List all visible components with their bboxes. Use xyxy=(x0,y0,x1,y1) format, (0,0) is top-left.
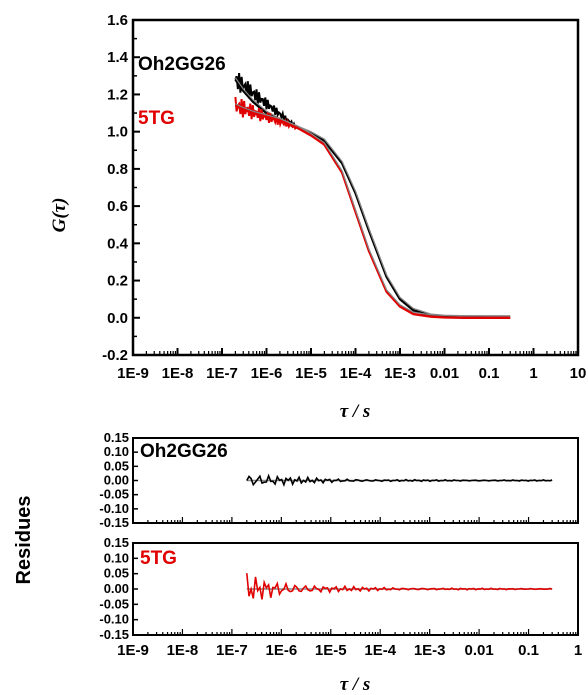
residual-x-tick-label: 1E-4 xyxy=(364,642,396,659)
residual-y-tick-label: 0.05 xyxy=(104,566,129,581)
main-series-line xyxy=(234,104,511,319)
main-x-tick-label: 0.01 xyxy=(430,365,459,382)
series-label-5tg: 5TG xyxy=(138,108,175,129)
main-y-axis: -0.2 0.0 0.2 0.4 0.6 0.8 1.0 1.2 1.4 1.6 xyxy=(102,12,140,364)
main-y-tick-label: 1.2 xyxy=(107,86,128,103)
main-x-tick-label: 1E-9 xyxy=(117,365,149,382)
residual-x-tick-label: 0.01 xyxy=(465,642,494,659)
main-y-tick-label: 1.0 xyxy=(107,124,128,141)
main-x-tick-label: 10 xyxy=(570,365,587,382)
main-x-tick-label: 0.1 xyxy=(479,365,500,382)
residual-label-oh2gg26: Oh2GG26 xyxy=(140,441,228,462)
main-y-tick-label: 0.2 xyxy=(107,273,128,290)
main-xlabel: τ / s xyxy=(340,401,371,422)
residual-x-tick-label: 1E-5 xyxy=(315,642,347,659)
main-y-tick-label: 1.6 xyxy=(107,12,128,29)
residual-y-tick-label: 0.10 xyxy=(104,444,129,459)
main-x-tick-label: 1E-3 xyxy=(384,365,416,382)
main-x-tick-label: 1E-4 xyxy=(340,365,372,382)
main-y-tick-label: 0.0 xyxy=(107,310,128,327)
residual-xlabel: τ / s xyxy=(340,674,371,695)
residual-y-axis-title: Residues xyxy=(13,496,35,585)
main-x-axis: 1E-9 1E-8 1E-7 1E-6 1E-5 1E-4 1E-3 0.01 0.1 1 10 xyxy=(117,348,586,382)
main-y-tick-label: 0.6 xyxy=(107,198,128,215)
main-y-tick-label: -0.2 xyxy=(102,347,128,364)
residual-y-tick-label: -0.05 xyxy=(99,596,129,611)
residual-series-group xyxy=(246,473,553,600)
residual-label-5tg: 5TG xyxy=(140,548,177,569)
main-x-tick-label: 1E-7 xyxy=(206,365,238,382)
residual-y-tick-label: 0.05 xyxy=(104,458,129,473)
main-fit-line xyxy=(235,103,511,317)
residual-x-tick-label: 1E-3 xyxy=(414,642,446,659)
residual-trace xyxy=(246,473,553,487)
main-series-line xyxy=(234,78,511,319)
residual-y-tick-label: 0.15 xyxy=(104,430,129,445)
main-x-tick-label: 1E-5 xyxy=(295,365,327,382)
residual-y-tick-label: -0.10 xyxy=(99,612,129,627)
residual-y-tick-label: 0.15 xyxy=(104,535,129,550)
residual-y-tick-label: 0.00 xyxy=(104,581,129,596)
main-y-tick-label: 1.4 xyxy=(107,49,129,66)
main-ylabel: G(τ) xyxy=(49,198,70,233)
residual-trace xyxy=(246,573,553,600)
main-y-tick-label: 0.8 xyxy=(107,161,128,178)
residual-x-tick-label: 1E-6 xyxy=(265,642,297,659)
main-x-tick-label: 1 xyxy=(529,365,537,382)
main-series-noise xyxy=(234,96,299,131)
residual-x-tick-label: 1E-9 xyxy=(117,642,149,659)
residual-y-tick-label: -0.05 xyxy=(99,487,129,502)
residual-y-tick-label: 0.10 xyxy=(104,550,129,565)
residual-x-axis: 1E-9 1E-8 1E-7 1E-6 1E-5 1E-4 1E-3 0.01 0.1 1 xyxy=(117,642,582,659)
residual-y-tick-label: -0.15 xyxy=(99,515,129,530)
residual-y-tick-label: -0.15 xyxy=(99,627,129,642)
residual-x-tick-label: 1 xyxy=(574,642,582,659)
residual-x-tick-label: 1E-7 xyxy=(216,642,248,659)
residual-y-tick-label: 0.00 xyxy=(104,473,129,488)
residual-y-axes: 0.150.100.050.00-0.05-0.10-0.150.150.100… xyxy=(99,430,577,642)
residual-y-tick-label: -0.10 xyxy=(99,501,129,516)
main-y-tick-label: 0.4 xyxy=(107,235,129,252)
main-x-tick-label: 1E-8 xyxy=(162,365,194,382)
main-series-group xyxy=(234,73,511,319)
series-label-oh2gg26: Oh2GG26 xyxy=(138,54,226,75)
residual-x-tick-label: 0.1 xyxy=(518,642,539,659)
main-x-tick-label: 1E-6 xyxy=(251,365,283,382)
residual-x-tick-label: 1E-8 xyxy=(167,642,199,659)
main-y-axis-title: G(τ) xyxy=(49,198,70,233)
residual-ylabel: Residues xyxy=(13,496,35,585)
